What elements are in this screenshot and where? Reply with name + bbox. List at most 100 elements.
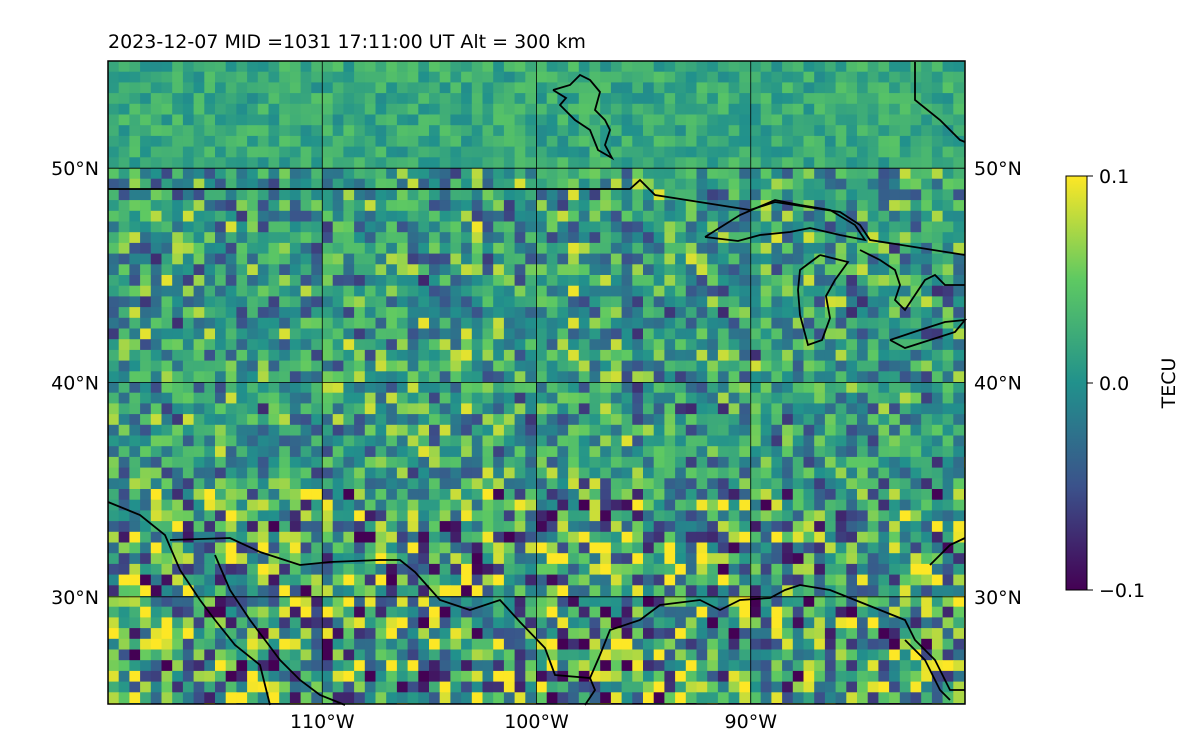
heatmap-cell [921, 82, 933, 94]
heatmap-cell [889, 596, 901, 608]
heatmap-cell [172, 264, 184, 276]
heatmap-cell [525, 93, 537, 105]
heatmap-cell [268, 285, 280, 297]
heatmap-cell [536, 628, 548, 640]
heatmap-cell [161, 168, 173, 180]
heatmap-cell [653, 296, 665, 308]
heatmap-cell [311, 478, 323, 490]
heatmap-cell [204, 521, 216, 533]
heatmap-cell [332, 307, 344, 319]
heatmap-cell [268, 681, 280, 693]
heatmap-cell [311, 542, 323, 554]
heatmap-cell [632, 542, 644, 554]
heatmap-cell [429, 628, 441, 640]
heatmap-cell [396, 157, 409, 169]
heatmap-cell [204, 392, 216, 404]
heatmap-cell [300, 264, 312, 276]
heatmap-cell [696, 210, 708, 222]
heatmap-cell [910, 531, 922, 543]
heatmap-cell [354, 596, 366, 608]
heatmap-cell [108, 596, 120, 608]
heatmap-cell [921, 467, 933, 479]
heatmap-cell [354, 467, 366, 479]
heatmap-cell [867, 146, 879, 158]
heatmap-cell [268, 61, 280, 73]
heatmap-cell [311, 596, 323, 608]
heatmap-cell [931, 168, 944, 180]
heatmap-cell [450, 649, 462, 661]
heatmap-cell [257, 371, 269, 383]
heatmap-cell [931, 242, 944, 255]
heatmap-cell [396, 649, 409, 661]
heatmap-cell [225, 210, 237, 222]
heatmap-cell [364, 317, 376, 329]
heatmap-cell [204, 275, 216, 287]
heatmap-cell [546, 638, 558, 650]
heatmap-cell [792, 467, 804, 479]
heatmap-cell [814, 157, 826, 169]
heatmap-cell [750, 135, 762, 148]
heatmap-cell [129, 168, 141, 180]
heatmap-cell [568, 510, 580, 522]
heatmap-cell [375, 360, 387, 372]
heatmap-cell [108, 146, 120, 158]
heatmap-cell [364, 232, 376, 244]
heatmap-cell [568, 424, 580, 436]
heatmap-cell [225, 424, 237, 436]
heatmap-cell [899, 424, 911, 436]
heatmap-cell [568, 563, 580, 576]
heatmap-cell [771, 414, 783, 426]
heatmap-cell [942, 446, 954, 458]
heatmap-cell [279, 114, 291, 126]
heatmap-cell [846, 360, 858, 372]
heatmap-cell [771, 478, 783, 490]
heatmap-cell [910, 521, 922, 533]
heatmap-cell [835, 200, 847, 212]
heatmap-cell [664, 200, 676, 212]
heatmap-cell [322, 371, 334, 383]
heatmap-cell [343, 670, 355, 683]
heatmap-cell [921, 317, 933, 329]
heatmap-cell [257, 542, 269, 554]
heatmap-cell [803, 649, 815, 661]
heatmap-cell [150, 114, 162, 126]
heatmap-cell [578, 467, 590, 479]
heatmap-cell [771, 521, 783, 533]
heatmap-cell [514, 371, 526, 383]
heatmap-cell [953, 403, 965, 415]
heatmap-cell [568, 467, 580, 479]
heatmap-cell [364, 403, 376, 415]
heatmap-cell [439, 328, 451, 340]
heatmap-cell [204, 135, 216, 148]
heatmap-cell [418, 446, 430, 458]
heatmap-cell [707, 489, 719, 501]
heatmap-cell [311, 135, 323, 148]
heatmap-cell [621, 178, 633, 190]
heatmap-cell [675, 157, 687, 169]
heatmap-cell [632, 232, 644, 244]
heatmap-cell [910, 125, 922, 137]
heatmap-cell [332, 371, 344, 383]
heatmap-cell [118, 424, 130, 436]
heatmap-cell [546, 371, 558, 383]
heatmap-cell [108, 114, 120, 126]
heatmap-cell [739, 307, 751, 319]
heatmap-cell [750, 382, 762, 394]
heatmap-cell [322, 403, 334, 415]
heatmap-cell [118, 221, 130, 233]
heatmap-cell [675, 242, 687, 255]
heatmap-cell [300, 692, 312, 704]
heatmap-cell [375, 638, 387, 650]
heatmap-cell [172, 103, 184, 115]
heatmap-cell [675, 210, 687, 222]
heatmap-cell [418, 339, 430, 351]
heatmap-cell [696, 531, 708, 543]
heatmap-cell [782, 178, 794, 190]
heatmap-cell [204, 371, 216, 383]
heatmap-cell [396, 489, 409, 501]
heatmap-cell [343, 168, 355, 180]
heatmap-cell [418, 82, 430, 94]
heatmap-cell [546, 168, 558, 180]
heatmap-cell [846, 499, 858, 511]
heatmap-cell [289, 253, 302, 265]
